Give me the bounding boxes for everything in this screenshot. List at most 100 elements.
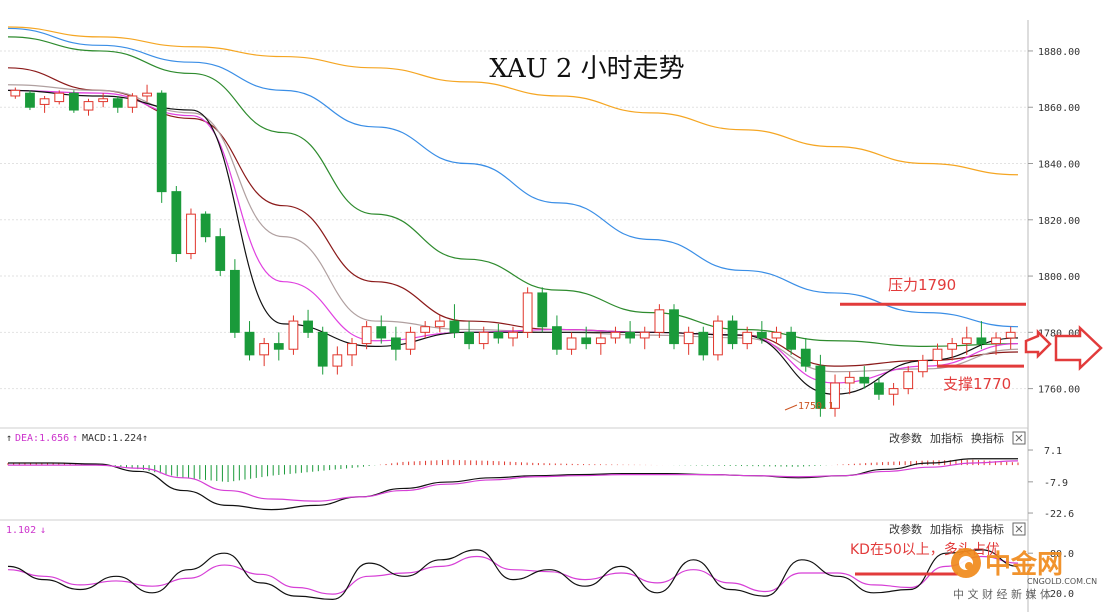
kd-legend: 1.102 ↓	[6, 525, 46, 536]
main-grid	[0, 50, 1028, 390]
candle-body	[537, 292, 548, 328]
candle-body	[449, 320, 460, 333]
candle-body	[83, 101, 94, 111]
candlesticks	[10, 84, 1016, 417]
candle-body	[698, 331, 709, 356]
candle-body	[800, 348, 811, 367]
macd-close-icon[interactable]	[1012, 431, 1026, 445]
candle-body	[654, 309, 665, 333]
candle-body	[98, 98, 109, 103]
y-tick-label: 1780.00	[1038, 328, 1080, 339]
candle-body	[142, 92, 152, 97]
candle-body	[112, 98, 123, 108]
chart-title: XAU 2 小时走势	[489, 54, 684, 84]
candle-body	[844, 376, 855, 384]
macd-tick-label: -7.9	[1044, 478, 1068, 489]
dea-value: DEA:1.656	[15, 433, 69, 444]
y-tick-label: 1880.00	[1038, 47, 1080, 58]
candle-body	[273, 343, 284, 350]
kd-lines	[7, 549, 1019, 601]
kd-buttons: 改参数 加指标 换指标	[889, 522, 1026, 536]
candle-body	[464, 331, 474, 345]
candle-body	[127, 95, 138, 108]
y-tick-label: 1840.00	[1038, 160, 1080, 171]
kd-close-icon[interactable]	[1012, 522, 1026, 536]
candle-body	[771, 331, 782, 339]
macd-add-indicator-button[interactable]: 加指标	[930, 431, 963, 445]
candle-body	[961, 337, 972, 345]
low-annotation-pointer	[784, 404, 798, 411]
candle-body	[229, 269, 240, 333]
main-y-ticks: 1880.00 1860.00 1840.00 1820.00 1800.00 1780.…	[1028, 47, 1080, 396]
candle-body	[420, 326, 431, 333]
watermark-domain: CNGOLD.COM.CN	[1027, 577, 1097, 586]
moving-average-line	[7, 36, 1019, 348]
moving-average-line	[7, 67, 1019, 367]
candle-body	[669, 309, 679, 345]
macd-dif-line	[8, 458, 1018, 511]
candle-body	[347, 343, 357, 356]
candle-body	[917, 359, 928, 373]
candle-body	[259, 343, 270, 356]
macd-value: MACD:1.224	[82, 433, 142, 444]
candle-body	[493, 331, 504, 339]
kd-edit-params-button[interactable]: 改参数	[889, 522, 922, 536]
candle-body	[317, 331, 328, 367]
macd-change-indicator-button[interactable]: 换指标	[971, 431, 1004, 445]
candle-body	[888, 388, 899, 395]
candle-body	[610, 331, 621, 339]
candle-body	[68, 92, 79, 111]
candle-body	[522, 292, 533, 333]
kd-d-line	[7, 555, 1019, 595]
watermark-tagline: 中 文 财 经 新 媒 体	[953, 587, 1051, 601]
candle-body	[566, 337, 577, 350]
kd-y-ticks: 80.0 20.0	[1028, 549, 1074, 600]
big-arrow-right-icon	[1054, 325, 1103, 371]
candle-body	[434, 320, 445, 328]
candle-body	[10, 89, 21, 97]
candle-body	[976, 337, 987, 345]
candle-body	[405, 331, 416, 350]
candle-body	[742, 331, 753, 345]
candle-body	[830, 382, 840, 409]
kd-k-line	[7, 549, 1019, 601]
macd-edit-params-button[interactable]: 改参数	[889, 431, 922, 445]
candle-body	[756, 331, 767, 339]
macd-dea-line	[8, 460, 1019, 502]
candle-body	[859, 376, 870, 384]
candle-body	[727, 320, 738, 345]
candle-body	[815, 365, 826, 409]
candle-body	[25, 92, 35, 108]
kd-tick-label: 20.0	[1050, 589, 1074, 600]
candle-body	[786, 331, 797, 350]
candle-body	[991, 337, 1001, 345]
kd-value: 1.102	[6, 525, 36, 536]
resistance-label: 压力1790	[888, 276, 956, 294]
moving-average-line	[7, 26, 1019, 176]
candle-body	[332, 354, 343, 367]
kd-add-indicator-button[interactable]: 加指标	[930, 522, 963, 536]
y-tick-label: 1820.00	[1038, 216, 1080, 227]
svg-text:↑: ↑	[72, 433, 78, 444]
svg-text:↑: ↑	[142, 433, 148, 444]
kd-tick-label: 80.0	[1050, 549, 1074, 560]
candle-body	[200, 213, 211, 238]
macd-lines	[8, 458, 1019, 511]
svg-text:↓: ↓	[40, 525, 46, 536]
candle-body	[215, 236, 226, 271]
macd-tick-label: -22.6	[1044, 509, 1074, 520]
kd-change-indicator-button[interactable]: 换指标	[971, 522, 1004, 536]
candle-body	[903, 371, 914, 390]
candle-body	[683, 331, 694, 345]
candle-body	[478, 331, 489, 345]
moving-average-line	[7, 84, 1019, 373]
candle-body	[39, 98, 50, 105]
y-tick-label: 1760.00	[1038, 385, 1080, 396]
candle-body	[156, 92, 167, 193]
macd-y-ticks: 7.1 -7.9 -22.6	[1028, 446, 1074, 520]
candle-body	[171, 191, 182, 255]
candle-body	[932, 348, 943, 361]
candle-body	[874, 382, 884, 395]
candle-body	[581, 337, 592, 345]
candle-body	[625, 331, 635, 339]
